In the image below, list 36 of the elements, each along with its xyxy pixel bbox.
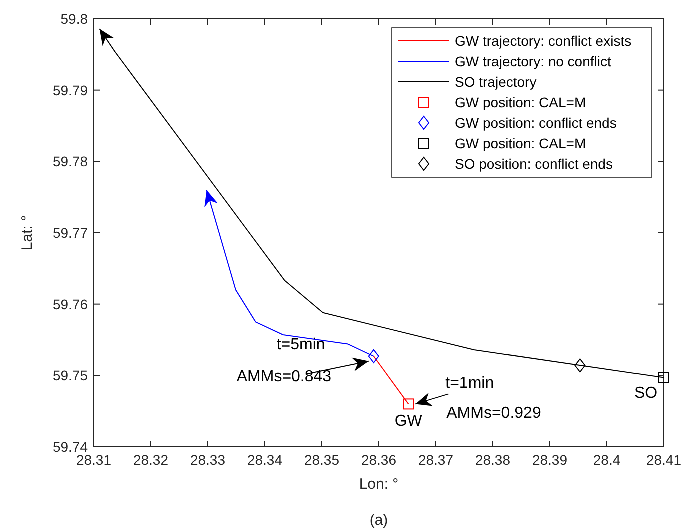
x-tick-label: 28.37 (418, 452, 454, 468)
y-tick-label: 59.76 (52, 296, 88, 312)
y-tick-label: 59.8 (60, 11, 88, 27)
point (658, 372, 670, 384)
annotation: GW (394, 413, 424, 430)
x-tick-label: 28.38 (475, 452, 511, 468)
x-tick-label: 28.41 (646, 452, 682, 468)
legend-label: SO position: conflict ends (455, 156, 613, 172)
x-tick-label: 28.39 (532, 452, 568, 468)
x-tick-label: 28.33 (190, 452, 226, 468)
y-tick-label: 59.75 (52, 368, 88, 384)
text: (a) (370, 512, 388, 529)
y-tick-label: 59.78 (52, 154, 88, 170)
legend-label: GW trajectory: conflict exists (455, 33, 632, 49)
x-tick-label: 28.36 (361, 452, 397, 468)
point (403, 398, 414, 410)
y-axis-title: Lat: ° (19, 215, 36, 251)
x-tick-label: 28.31 (76, 452, 112, 468)
y-tick-label: 59.74 (52, 439, 88, 455)
legend-label: SO trajectory (455, 74, 537, 90)
annotation: SO (634, 384, 658, 402)
y-tick-label: 59.77 (52, 225, 88, 241)
x-axis-title: Lon: ° (359, 476, 399, 493)
point (574, 358, 586, 373)
x-tick-label: 28.34 (247, 452, 283, 468)
annotation: t=5min AMMs=0.843 (236, 336, 332, 386)
legend-label: GW position: conflict ends (455, 115, 617, 131)
point (368, 349, 380, 364)
legend-label: GW position: CAL=M (455, 94, 586, 110)
legend-label: GW position: CAL=M (455, 136, 586, 152)
x-tick-label: 28.4 (593, 452, 621, 468)
y-tick-label: 59.79 (52, 82, 88, 98)
legend-label: GW trajectory: no conflict (455, 54, 612, 70)
x-tick-label: 28.35 (304, 452, 340, 468)
annotation: t=1min AMMs=0.929 (446, 375, 542, 422)
x-tick-label: 28.32 (133, 452, 169, 468)
